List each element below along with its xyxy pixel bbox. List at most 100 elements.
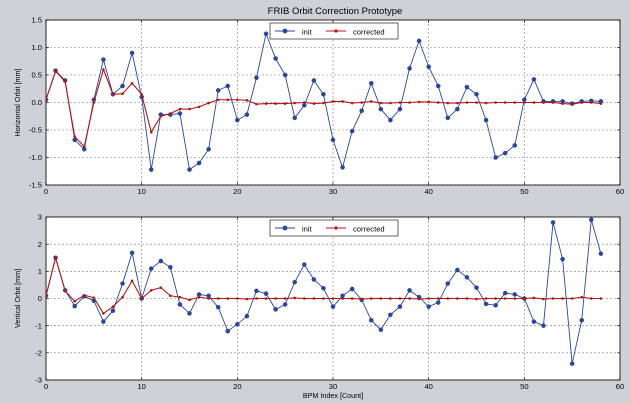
data-point-corrected [590,101,593,104]
data-point-corrected [379,101,383,105]
data-point-corrected [599,297,603,300]
data-point-init [215,88,221,93]
series-corrected [46,67,603,148]
data-point-corrected [178,107,182,111]
data-point-init [435,83,441,89]
legend: init corrected [269,219,399,237]
y-tick-label: 3 [38,213,42,222]
data-point-init [177,111,183,116]
data-point-corrected [369,297,373,300]
data-point-corrected [54,69,57,73]
data-point-init [531,319,537,324]
data-point-corrected [331,100,335,103]
y-tick-label: 0 [38,294,42,303]
data-point-corrected [436,297,440,300]
y-tick-label: 1.0 [31,43,42,52]
data-point-init [72,303,77,309]
series-init [46,217,604,366]
data-point-init [101,319,106,324]
data-point-init [359,108,364,114]
data-point-corrected [169,112,172,115]
data-point-corrected [63,80,67,83]
data-point-corrected [82,145,86,148]
data-point-corrected [216,297,220,300]
data-point-corrected [465,297,469,300]
data-point-init [493,303,498,308]
data-point-init [455,267,460,273]
data-point-init [579,317,584,323]
data-point-corrected [207,101,210,105]
data-point-corrected [73,299,76,303]
data-point-corrected [542,101,545,104]
data-point-corrected [255,102,258,106]
data-point-corrected [523,297,526,300]
data-point-init [474,92,479,97]
data-point-init [148,167,154,172]
data-point-corrected [274,297,277,300]
data-point-init [129,50,135,56]
data-point-corrected [350,297,354,300]
data-point-init [550,220,556,225]
data-point-init [388,312,393,318]
data-point-corrected [427,297,430,300]
data-point-init [407,66,412,71]
data-point-init [435,300,441,305]
legend-label-corrected: corrected [353,28,385,37]
data-point-init [244,112,250,117]
data-point-corrected [551,297,555,300]
data-point-init [426,304,431,309]
data-point-corrected [360,297,364,301]
data-point-corrected [121,92,124,95]
y-tick-label: 0.5 [31,71,42,80]
data-point-corrected [245,297,249,301]
data-point-init [483,117,489,123]
data-point-init [541,323,546,328]
data-point-init [378,106,384,112]
y-tick-label: -1 [35,321,42,330]
data-point-corrected [149,289,153,292]
data-point-corrected [542,297,545,301]
data-point-init [263,291,269,296]
data-point-corrected [417,100,421,104]
data-point-init [273,307,278,312]
star-marker-icon [334,226,338,230]
data-point-corrected [236,98,239,102]
data-point-corrected [561,297,564,300]
x-tick-label: 20 [233,187,241,196]
data-point-init [560,256,565,262]
data-point-corrected [245,99,249,102]
data-point-corrected [475,297,478,301]
data-point-corrected [484,297,488,300]
data-point-corrected [331,297,335,300]
data-point-corrected [197,295,201,299]
data-point-corrected [92,101,96,104]
data-point-init [330,137,336,143]
x-tick-label: 0 [44,187,48,196]
data-point-corrected [513,297,517,300]
data-point-corrected [475,101,478,104]
data-point-corrected [427,100,430,104]
y-tick-label: -1.0 [29,153,42,162]
data-point-corrected [159,286,163,289]
data-point-corrected [312,102,316,105]
data-point-init [282,302,288,307]
legend: init corrected [269,22,399,40]
data-point-corrected [140,92,143,96]
legend-label-init: init [302,28,313,37]
data-point-init [129,250,135,256]
data-point-init [397,304,403,309]
data-point-corrected [341,100,344,103]
data-point-corrected [561,102,564,105]
data-point-corrected [46,294,48,298]
data-point-init [426,64,431,70]
data-point-corrected [226,98,230,102]
data-point-corrected [599,102,603,105]
data-point-init [235,322,240,327]
y-tick-label: -3 [35,376,42,385]
legend-label-corrected: corrected [353,225,385,234]
data-point-corrected [446,101,450,105]
data-point-init [282,72,288,78]
data-point-corrected [188,298,191,302]
data-point-corrected [255,297,258,300]
